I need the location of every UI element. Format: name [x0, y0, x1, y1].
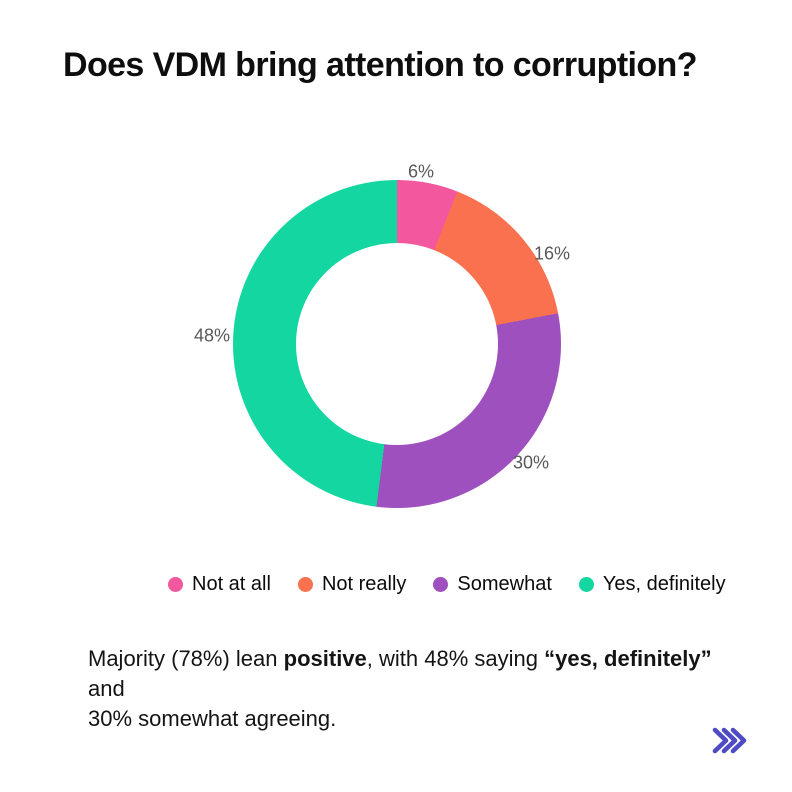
slice-label: 30% [512, 452, 550, 473]
donut-hole [296, 243, 498, 445]
legend-dot-icon [578, 576, 594, 592]
legend-item-label: Not at all [192, 572, 271, 595]
page-title: Does VDM bring attention to corruption? [63, 46, 697, 84]
chart-legend: Not at all Not really Somewhat Yes, definit… [168, 571, 726, 597]
caption-segment: , with 48% saying [366, 646, 545, 671]
caption-text: Majority (78%) lean positive, with 48% s… [88, 644, 748, 734]
caption-line: Majority (78%) lean positive, with 48% s… [88, 644, 748, 704]
caption-line: 30% somewhat agreeing. [88, 704, 748, 734]
legend-item: Not really [297, 572, 407, 596]
caption-segment: “yes, definitely” [544, 646, 712, 671]
legend-dot-icon [433, 576, 449, 592]
next-button[interactable] [709, 724, 751, 756]
legend-dot-icon [297, 576, 313, 592]
legend-item: Yes, definitely [578, 572, 726, 596]
caption-segment: and [88, 676, 125, 701]
slice-label: 6% [407, 161, 435, 182]
legend-item: Somewhat [433, 573, 552, 596]
legend-item-label: Yes, definitely [602, 572, 726, 595]
triple-chevron-right-icon [712, 727, 747, 753]
legend-item-label: Not really [321, 572, 407, 595]
legend-dot-icon [168, 576, 183, 592]
caption-segment: positive [283, 646, 367, 671]
legend-item-label: Somewhat [457, 572, 552, 595]
caption-segment: 30% somewhat agreeing. [88, 706, 337, 731]
slice-label: 48% [193, 325, 231, 346]
slice-label: 16% [533, 243, 571, 264]
caption-segment: Majority (78%) lean [88, 646, 284, 671]
legend-item: Not at all [168, 573, 271, 596]
